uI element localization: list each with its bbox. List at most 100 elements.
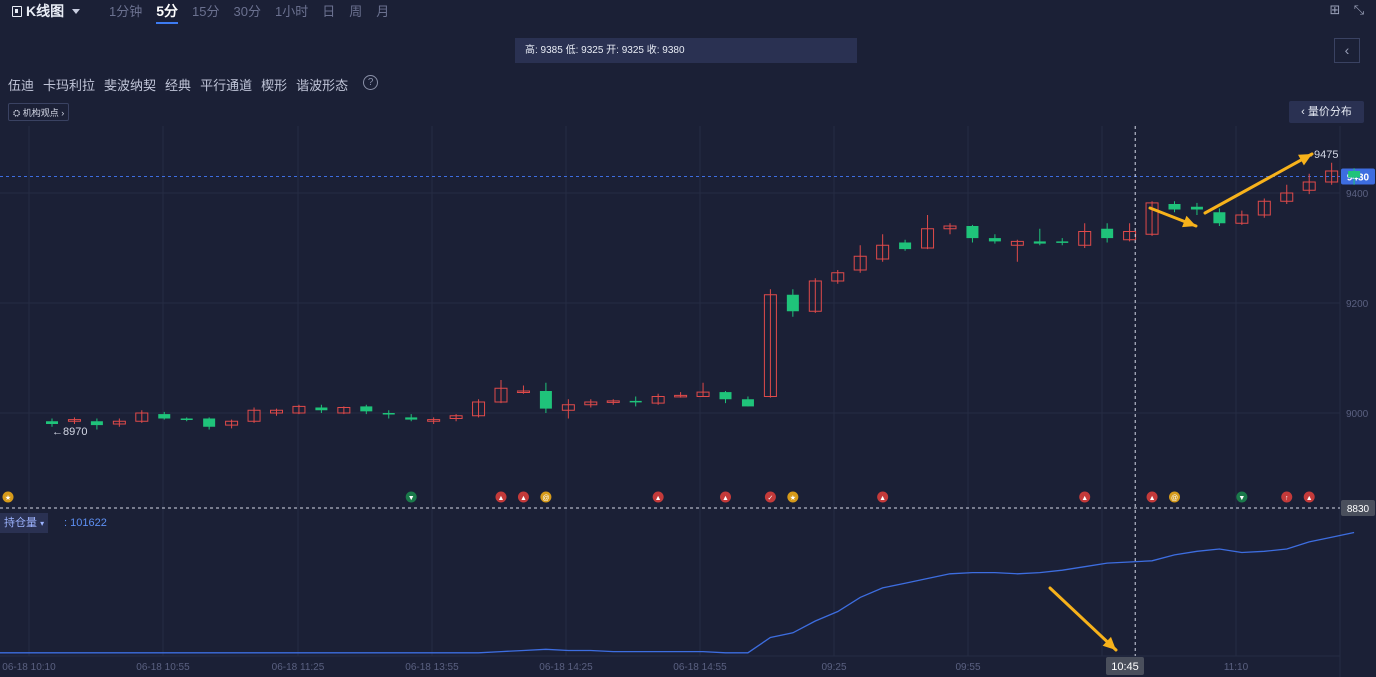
candle-body-41 [966, 226, 979, 239]
crosshair-price-badge [1341, 500, 1375, 516]
candle-body-30 [719, 392, 732, 400]
event-marker-13 [1236, 491, 1248, 503]
institution-icon: ⛭ [13, 108, 23, 118]
tool-6[interactable]: 谐波形态 [296, 78, 349, 93]
collapse-panel-button[interactable]: ‹ [1334, 38, 1360, 63]
open-interest-selector[interactable]: 持仓量 ▾ [0, 513, 49, 533]
candle-body-37 [876, 244, 890, 260]
period-tab-4[interactable]: 1小时 [274, 4, 309, 19]
candle-body-3 [112, 420, 126, 425]
event-marker-7 [764, 491, 776, 503]
institution-label: 机构观点 [22, 108, 59, 118]
period-tab-1[interactable]: 5分 [156, 1, 179, 24]
event-marker-glyph-0: ★ [5, 494, 11, 502]
help-icon[interactable]: ? [363, 75, 379, 90]
candle-body-27 [651, 396, 665, 404]
volume-price-distribution-button[interactable]: ‹ 量价分布 [1289, 101, 1364, 123]
x-tick-9: 11:10 [1224, 662, 1249, 673]
event-marker-3 [517, 491, 529, 503]
candle-body-54 [1257, 200, 1271, 216]
candle-body-26 [629, 400, 642, 403]
y-tick-2: 9400 [1346, 189, 1369, 200]
period-tab-0[interactable]: 1分钟 [109, 4, 143, 19]
candle-body-50 [1168, 204, 1181, 210]
tool-1[interactable]: 卡玛利拉 [43, 78, 96, 93]
period-tab-5[interactable]: 日 [322, 4, 336, 19]
tool-2[interactable]: 斐波纳契 [104, 78, 157, 93]
tool-3[interactable]: 经典 [165, 78, 192, 93]
candle-body-8 [225, 420, 239, 426]
event-marker-2 [495, 491, 507, 503]
candle-body-51 [1190, 206, 1203, 210]
event-marker-15 [1303, 491, 1315, 503]
event-marker-glyph-11: ▲ [1149, 495, 1156, 502]
open-interest-label: 持仓量 [4, 517, 37, 529]
candle-body-32 [763, 294, 777, 397]
event-marker-glyph-13: ▼ [1238, 495, 1245, 502]
candle-body-12 [315, 407, 328, 411]
event-marker-glyph-10: ▲ [1081, 495, 1088, 502]
event-marker-glyph-4: @ [542, 495, 549, 502]
period-tab-6[interactable]: 周 [349, 4, 363, 19]
candle-body-16 [405, 417, 418, 420]
candle-body-22 [539, 391, 552, 409]
candle-body-46 [1078, 231, 1092, 246]
tool-4[interactable]: 平行通道 [200, 78, 253, 93]
period-tab-7[interactable]: 月 [376, 4, 390, 19]
candle-body-9 [247, 409, 261, 422]
candle-body-2 [90, 421, 103, 426]
event-marker-glyph-14: ↑ [1285, 495, 1289, 502]
crosshair-time-badge [1106, 657, 1144, 675]
candle-body-53 [1235, 214, 1249, 224]
collapse-arrows-icon[interactable]: ⤡ [1353, 2, 1365, 17]
grid-layout-icon[interactable]: ⊞ [1329, 2, 1341, 17]
candle-body-21 [516, 390, 530, 393]
event-marker-glyph-1: ▼ [408, 495, 415, 502]
top-toolbar: K线图 1分钟 5分 15分 30分 1小时日周月 ⊞ ⤡ [0, 0, 1376, 24]
event-marker-glyph-6: ▲ [722, 495, 729, 502]
annotation-arrow-1-head [1182, 215, 1196, 228]
candle-body-6 [180, 418, 193, 420]
candle-body-45 [1056, 241, 1069, 243]
candle-body-36 [853, 255, 867, 271]
period-tabs: 1分钟 5分 15分 30分 1小时日周月 [109, 1, 403, 24]
candle-body-13 [337, 407, 351, 414]
candle-body-49 [1145, 202, 1159, 235]
institution-view-button[interactable]: ⛭ 机构观点 › [8, 103, 70, 121]
event-marker-14 [1281, 491, 1293, 503]
x-tick-2: 06-18 11:25 [272, 662, 325, 673]
chevron-down-icon [72, 8, 81, 14]
candle-body-39 [921, 228, 935, 249]
event-marker-glyph-9: ▲ [879, 495, 886, 502]
event-marker-glyph-3: ▲ [520, 495, 527, 502]
period-tab-3[interactable]: 30分 [233, 4, 261, 19]
event-marker-0 [2, 491, 14, 503]
min-price-label: ←8970 [52, 426, 87, 438]
event-marker-6 [720, 491, 731, 503]
y-tick-1: 9200 [1346, 299, 1369, 310]
tool-0[interactable]: 伍迪 [8, 78, 35, 93]
y-tick-0: 9000 [1346, 409, 1369, 420]
event-marker-8 [787, 491, 799, 503]
event-marker-5 [652, 491, 664, 503]
candle-body-24 [584, 401, 598, 406]
x-tick-4: 06-18 14:25 [539, 662, 593, 673]
candle-body-20 [494, 387, 508, 403]
tool-5[interactable]: 楔形 [261, 78, 288, 93]
candle-body-57 [1325, 170, 1339, 183]
period-tab-2[interactable]: 15分 [192, 4, 220, 19]
x-tick-3: 06-18 13:55 [405, 662, 459, 673]
x-tick-5: 06-18 14:55 [673, 662, 727, 673]
candle-body-58 [1348, 171, 1361, 178]
candle-body-14 [360, 406, 373, 412]
candle-body-56 [1302, 181, 1316, 191]
event-marker-glyph-12: @ [1171, 495, 1178, 502]
candle-body-44 [1033, 241, 1046, 244]
candle-body-52 [1213, 212, 1226, 224]
candle-body-42 [988, 238, 1001, 242]
event-marker-10 [1079, 491, 1091, 503]
kline-selector[interactable]: K线图 [12, 1, 81, 21]
event-marker-4 [540, 491, 552, 503]
candle-body-11 [292, 405, 306, 414]
